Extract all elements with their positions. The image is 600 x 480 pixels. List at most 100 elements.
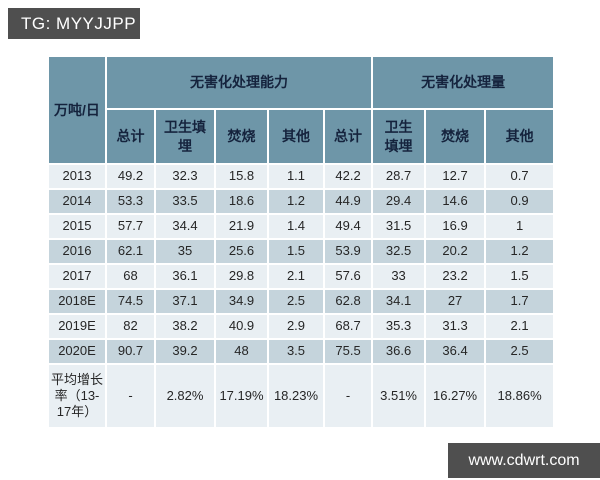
value-cell: 20.2 (424, 238, 487, 265)
table-row: 2017 68 36.1 29.8 2.1 57.6 33 23.2 1.5 (47, 263, 556, 290)
col-header-other-1: 其他 (267, 108, 325, 165)
group-header-capacity: 无害化处理能力 (104, 55, 374, 110)
table-row: 2016 62.1 35 25.6 1.5 53.9 32.5 20.2 1.2 (47, 238, 556, 265)
value-cell: 82 (105, 313, 156, 340)
value-cell: 2.5 (484, 338, 556, 365)
value-cell: 36.1 (154, 263, 216, 290)
value-cell: 48 (214, 338, 269, 365)
table-row: 2015 57.7 34.4 21.9 1.4 49.4 31.5 16.9 1 (47, 213, 556, 240)
year-label: 2019E (47, 313, 107, 340)
value-cell: 2.1 (484, 313, 556, 340)
value-cell: 31.5 (371, 213, 427, 240)
value-cell: 0.7 (484, 163, 556, 190)
col-header-landfill-2: 卫生填埋 (371, 108, 427, 165)
group-header-volume: 无害化处理量 (371, 55, 556, 110)
group-header-row: 万吨/日 无害化处理能力 无害化处理量 (47, 55, 556, 165)
value-cell: 2.82% (154, 363, 216, 429)
value-cell: 49.2 (105, 163, 156, 190)
value-cell: 53.9 (322, 238, 374, 265)
value-cell: 33 (371, 263, 427, 290)
year-label: 2017 (47, 263, 107, 290)
watermark-badge: www.cdwrt.com (448, 443, 600, 478)
value-cell: 2.5 (267, 288, 325, 315)
value-cell: 34.9 (214, 288, 269, 315)
table-row: 2014 53.3 33.5 18.6 1.2 44.9 29.4 14.6 0.9 (47, 188, 556, 215)
value-cell: 62.1 (105, 238, 156, 265)
year-label: 2015 (47, 213, 107, 240)
value-cell: 1 (484, 213, 556, 240)
value-cell: 25.6 (214, 238, 269, 265)
col-header-total-1: 总计 (105, 108, 156, 165)
col-header-landfill-1: 卫生填埋 (154, 108, 216, 165)
value-cell: 1.5 (267, 238, 325, 265)
year-label: 2020E (47, 338, 107, 365)
value-cell: 68 (105, 263, 156, 290)
value-cell: 18.86% (484, 363, 556, 429)
value-cell: 28.7 (371, 163, 427, 190)
value-cell: 42.2 (322, 163, 374, 190)
col-header-other-2: 其他 (484, 108, 556, 165)
value-cell: 34.1 (371, 288, 427, 315)
value-cell: 2.9 (267, 313, 325, 340)
value-cell: 3.5 (267, 338, 325, 365)
year-label: 2014 (47, 188, 107, 215)
value-cell: 39.2 (154, 338, 216, 365)
col-header-total-2: 总计 (322, 108, 374, 165)
value-cell: - (105, 363, 156, 429)
value-cell: 1.5 (484, 263, 556, 290)
value-cell: 32.3 (154, 163, 216, 190)
value-cell: 1.4 (267, 213, 325, 240)
value-cell: 17.19% (214, 363, 269, 429)
value-cell: 1.1 (267, 163, 325, 190)
value-cell: 90.7 (105, 338, 156, 365)
year-label: 2016 (47, 238, 107, 265)
table-row: 2020E 90.7 39.2 48 3.5 75.5 36.6 36.4 2.5 (47, 338, 556, 365)
value-cell: - (322, 363, 374, 429)
value-cell: 75.5 (322, 338, 374, 365)
table-row: 2019E 82 38.2 40.9 2.9 68.7 35.3 31.3 2.1 (47, 313, 556, 340)
growth-rate-row: 平均增长率（13-17年） -2.82% 17.19% 18.23% -3.51% 16.… (47, 363, 556, 429)
value-cell: 36.6 (371, 338, 427, 365)
value-cell: 44.9 (322, 188, 374, 215)
col-header-incin-1: 焚烧 (214, 108, 269, 165)
table-body: 2013 49.2 32.3 15.8 1.1 42.2 28.7 12.7 0.7 2014 53… (47, 163, 556, 429)
value-cell: 31.3 (424, 313, 487, 340)
value-cell: 0.9 (484, 188, 556, 215)
value-cell: 74.5 (105, 288, 156, 315)
value-cell: 1.7 (484, 288, 556, 315)
table-header: 万吨/日 无害化处理能力 无害化处理量 总计 卫生填埋 焚烧 其他 总计 卫生填… (47, 55, 556, 165)
value-cell: 37.1 (154, 288, 216, 315)
value-cell: 1.2 (484, 238, 556, 265)
value-cell: 3.51% (371, 363, 427, 429)
value-cell: 12.7 (424, 163, 487, 190)
value-cell: 21.9 (214, 213, 269, 240)
value-cell: 34.4 (154, 213, 216, 240)
value-cell: 1.2 (267, 188, 325, 215)
value-cell: 29.8 (214, 263, 269, 290)
value-cell: 49.4 (322, 213, 374, 240)
value-cell: 35 (154, 238, 216, 265)
value-cell: 18.23% (267, 363, 325, 429)
col-header-incin-2: 焚烧 (424, 108, 487, 165)
value-cell: 29.4 (371, 188, 427, 215)
value-cell: 68.7 (322, 313, 374, 340)
unit-header-cell: 万吨/日 (47, 55, 107, 165)
value-cell: 38.2 (154, 313, 216, 340)
channel-badge: TG: MYYJJPP (8, 8, 140, 39)
value-cell: 57.7 (105, 213, 156, 240)
table-row: 2013 49.2 32.3 15.8 1.1 42.2 28.7 12.7 0.7 (47, 163, 556, 190)
value-cell: 32.5 (371, 238, 427, 265)
value-cell: 18.6 (214, 188, 269, 215)
value-cell: 2.1 (267, 263, 325, 290)
year-label: 2013 (47, 163, 107, 190)
value-cell: 53.3 (105, 188, 156, 215)
waste-treatment-table: 万吨/日 无害化处理能力 无害化处理量 总计 卫生填埋 焚烧 其他 总计 卫生填… (47, 55, 556, 429)
growth-rate-label: 平均增长率（13-17年） (47, 363, 107, 429)
subheader-row: 总计 卫生填埋 焚烧 其他 总计 卫生填埋 焚烧 其他 (48, 108, 556, 165)
value-cell: 27 (424, 288, 487, 315)
value-cell: 16.9 (424, 213, 487, 240)
value-cell: 36.4 (424, 338, 487, 365)
year-label: 2018E (47, 288, 107, 315)
table-row: 2018E 74.5 37.1 34.9 2.5 62.8 34.1 27 1.7 (47, 288, 556, 315)
value-cell: 35.3 (371, 313, 427, 340)
